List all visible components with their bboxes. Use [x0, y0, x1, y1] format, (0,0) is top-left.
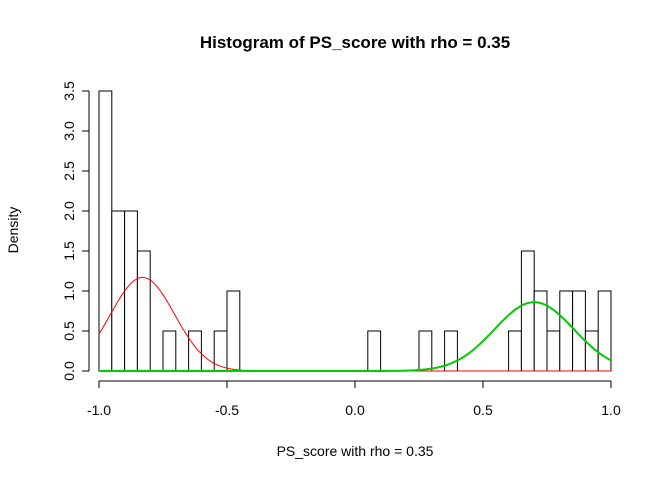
- histogram-bars: [98, 90, 612, 372]
- x-axis: -1.0 -0.5 0.0 0.5 1.0: [87, 380, 621, 418]
- x-tick-label: 0.5: [473, 402, 493, 418]
- y-tick-label: 2.5: [61, 161, 77, 181]
- histogram-bar: [367, 330, 382, 372]
- density-curve: [99, 301, 612, 372]
- chart-title: Histogram of PS_score with rho = 0.35: [200, 33, 510, 52]
- histogram-bar: [188, 330, 202, 372]
- histogram-bar: [418, 330, 433, 372]
- histogram-bar: [226, 290, 241, 372]
- histogram-bar: [136, 250, 151, 372]
- y-tick-label: 0.5: [61, 321, 77, 341]
- y-axis: 0.0 0.5 1.0 1.5 2.0 2.5 3.0 3.5: [61, 81, 90, 381]
- x-tick-label: -1.0: [87, 402, 111, 418]
- x-tick-label: -0.5: [215, 402, 239, 418]
- histogram-bar: [559, 290, 574, 372]
- y-tick-label: 1.5: [61, 241, 77, 261]
- histogram-bar: [98, 90, 113, 372]
- histogram-bar: [213, 330, 228, 372]
- histogram-bar: [162, 330, 177, 372]
- histogram-bar: [520, 250, 535, 372]
- y-axis-label: Density: [5, 207, 21, 254]
- x-axis-label: PS_score with rho = 0.35: [277, 443, 434, 459]
- histogram-bar: [111, 210, 126, 372]
- histogram-bar: [508, 330, 522, 372]
- y-tick-label: 3.0: [61, 121, 77, 141]
- density-curves: [98, 276, 612, 372]
- histogram-bar: [546, 330, 561, 372]
- y-tick-label: 2.0: [61, 201, 77, 221]
- y-tick-label: 1.0: [61, 281, 77, 301]
- y-tick-label: 3.5: [61, 81, 77, 101]
- x-tick-label: 1.0: [601, 402, 621, 418]
- histogram-bar: [124, 210, 138, 372]
- y-tick-label: 0.0: [61, 361, 77, 381]
- x-tick-label: 0.0: [345, 402, 365, 418]
